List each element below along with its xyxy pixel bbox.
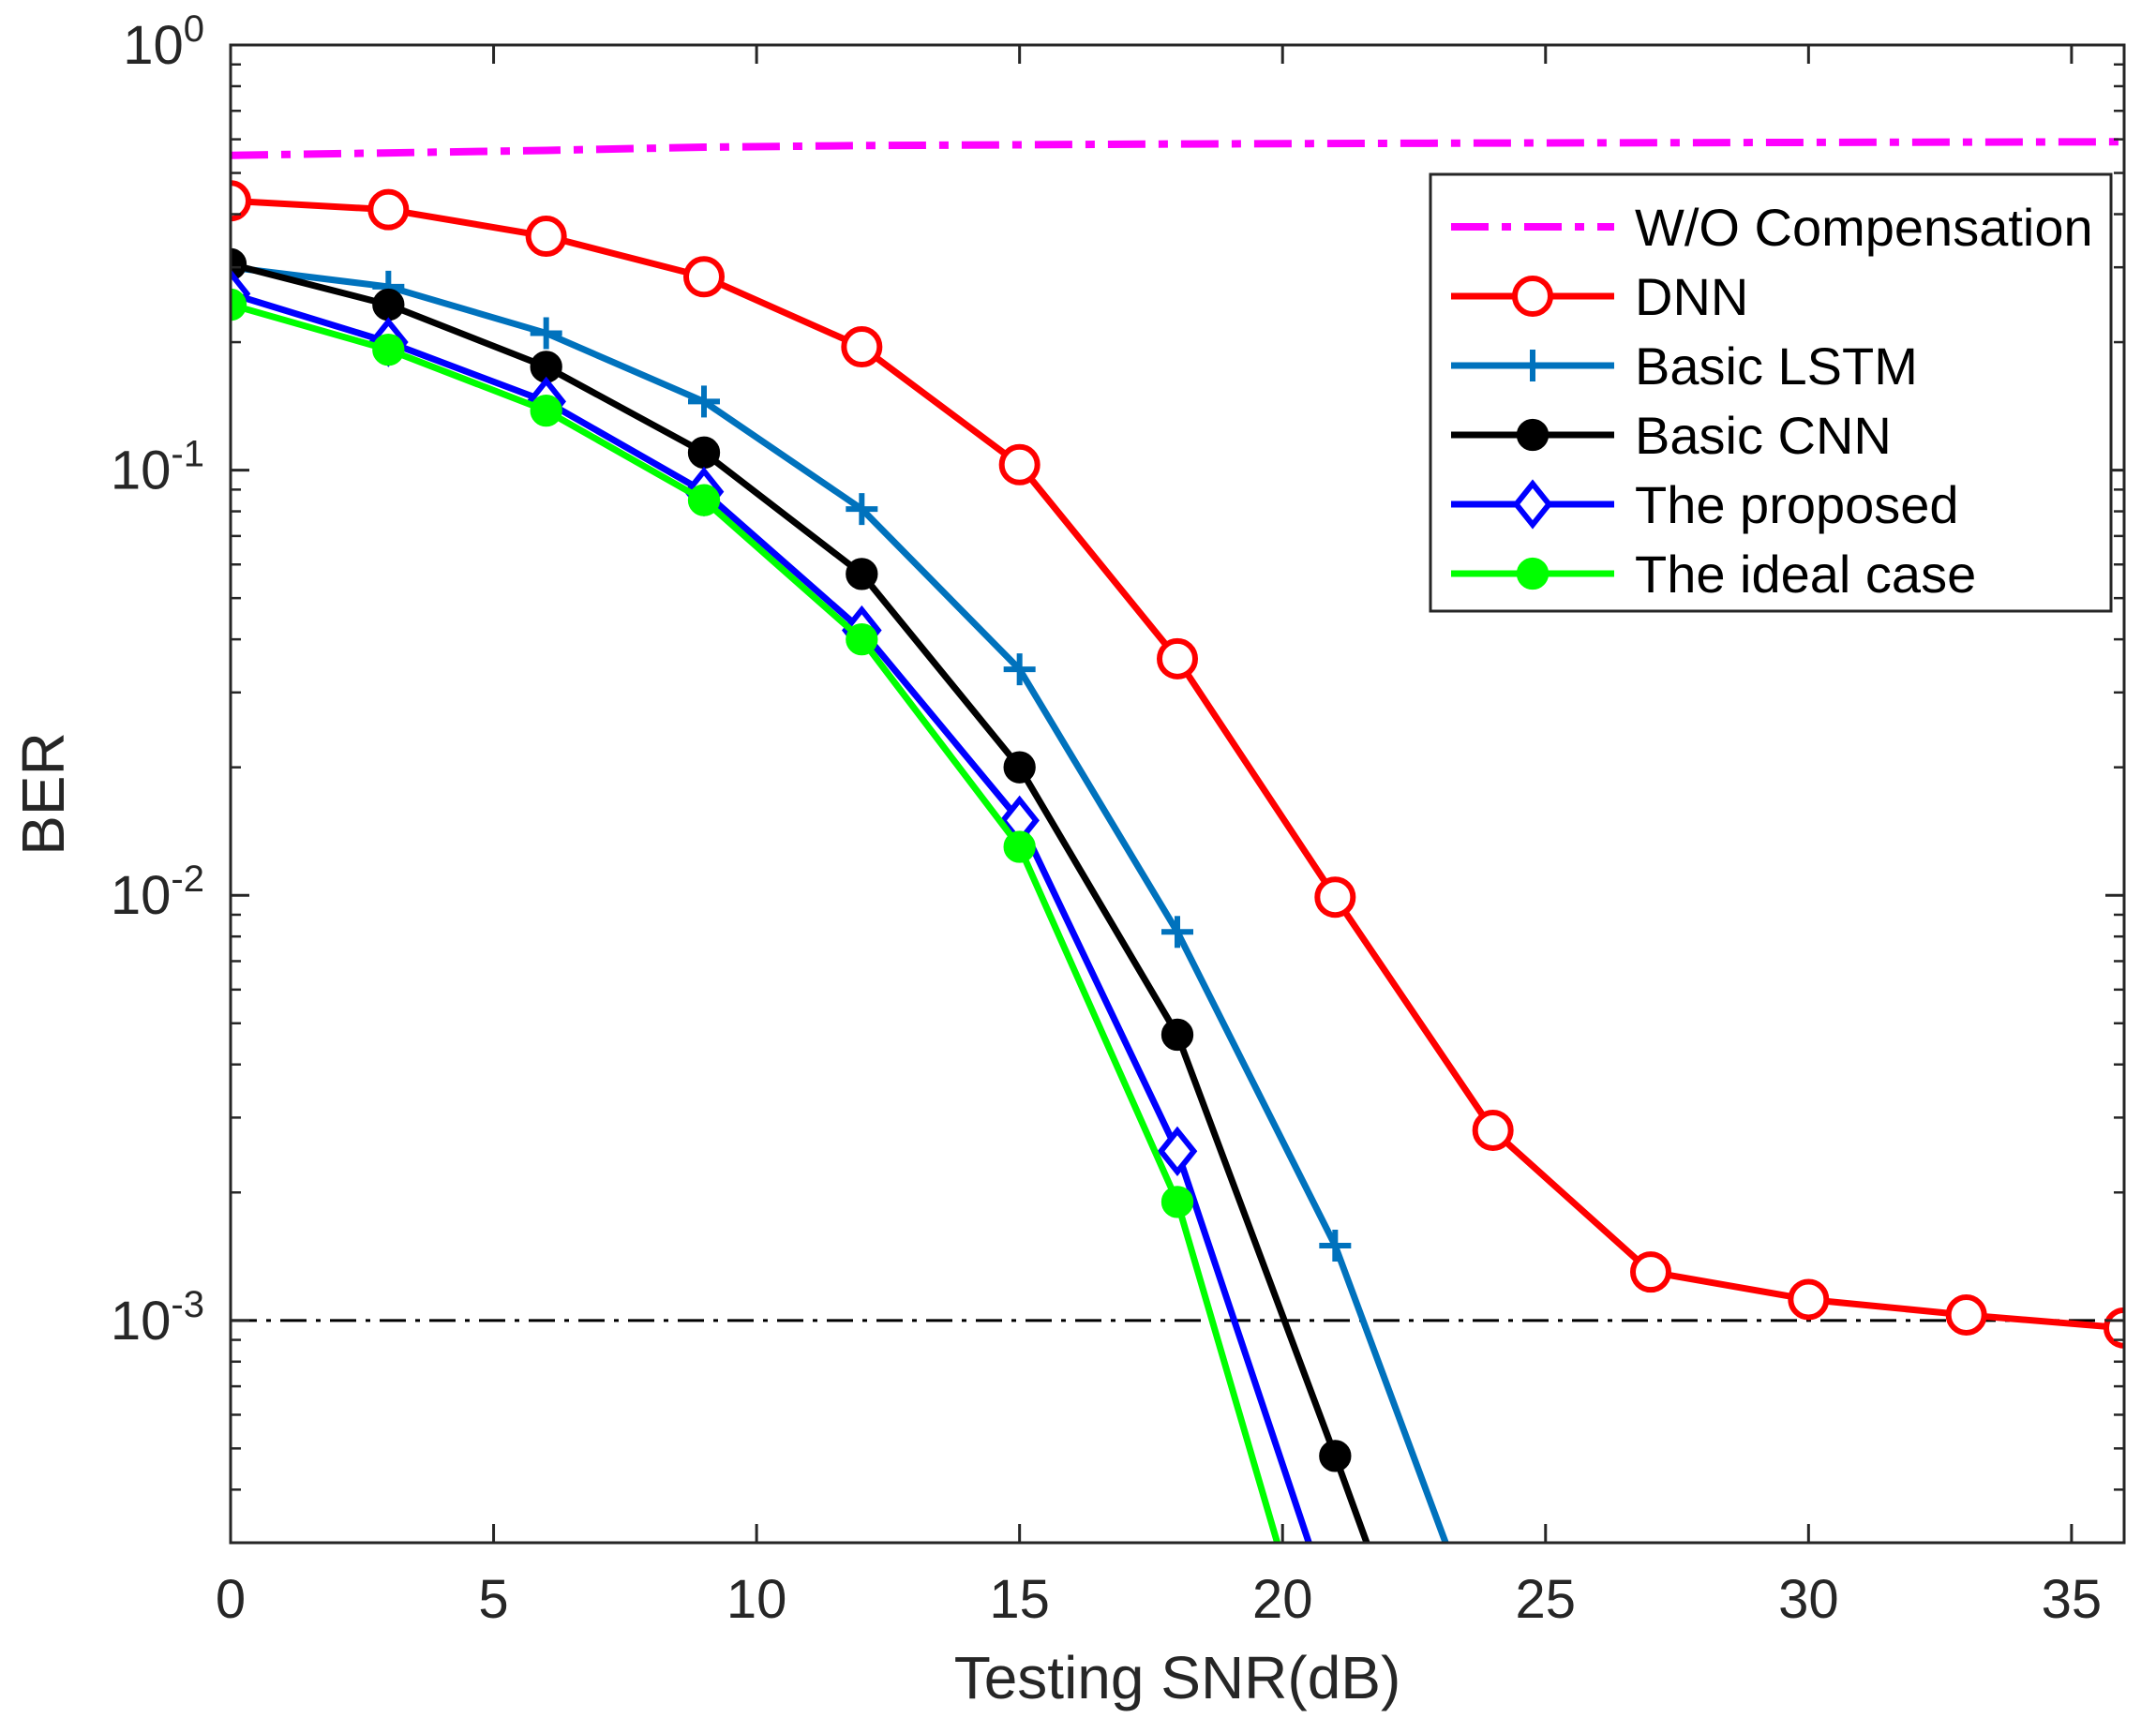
data-point	[1314, 876, 1356, 919]
legend: W/O Compensation DNN Basic LSTM Basic CNN Th…	[1429, 172, 2113, 613]
series-basic-lstm	[231, 251, 1449, 1543]
data-point	[846, 622, 878, 656]
legend-marker	[1516, 557, 1550, 590]
data-point	[998, 443, 1041, 486]
legend-label: The ideal case	[1635, 545, 1976, 604]
x-tick-label: 25	[1516, 1569, 1577, 1630]
series-line	[231, 291, 1312, 1543]
y-tick-exponent: 0	[184, 8, 204, 50]
data-point	[1945, 1293, 1987, 1336]
legend-item: DNN	[1451, 267, 1748, 326]
x-tick-label: 30	[1778, 1569, 1839, 1630]
y-tick-exponent: -2	[171, 859, 204, 900]
data-point	[683, 256, 725, 298]
plot-frame	[229, 43, 2126, 1545]
x-tick-label: 15	[989, 1569, 1050, 1630]
data-point	[1003, 653, 1036, 686]
data-point	[1003, 830, 1036, 863]
data-point	[1003, 751, 1036, 784]
x-tick-label: 0	[216, 1569, 246, 1630]
data-point	[1160, 1186, 1194, 1218]
data-point	[1472, 1109, 1514, 1151]
y-tick-label: 10-1	[111, 434, 204, 501]
data-point	[1157, 637, 1198, 680]
legend-label: W/O Compensation	[1635, 198, 2093, 257]
series-layer	[231, 138, 2124, 1543]
legend-label: DNN	[1635, 267, 1748, 326]
data-point	[530, 395, 562, 427]
x-tick-label: 20	[1252, 1569, 1313, 1630]
x-axis-label: Testing SNR(dB)	[954, 1644, 1401, 1711]
legend-box	[1429, 172, 2113, 613]
data-point	[372, 333, 405, 366]
y-tick-base: 10	[111, 865, 172, 926]
series-line	[231, 301, 1280, 1543]
data-point	[1319, 1440, 1352, 1472]
data-point	[525, 216, 567, 258]
data-point	[530, 317, 562, 350]
legend-item: Basic LSTM	[1451, 336, 1918, 396]
legend-label: Basic CNN	[1635, 406, 1892, 465]
data-point	[841, 326, 883, 368]
x-tick-label: 10	[726, 1569, 787, 1630]
data-point	[1160, 1018, 1194, 1052]
series-dnn	[231, 180, 2124, 1349]
data-point	[1161, 916, 1193, 949]
data-point	[1788, 1278, 1830, 1321]
legend-item: W/O Compensation	[1451, 198, 2093, 257]
y-axis-label: BER	[9, 732, 77, 856]
data-point	[687, 484, 721, 516]
y-tick-label: 10-2	[111, 859, 204, 926]
data-point	[687, 436, 721, 469]
legend-item: The proposed	[1451, 475, 1959, 534]
legend-item: Basic CNN	[1451, 406, 1892, 465]
data-point	[846, 558, 878, 590]
data-point	[1157, 1126, 1198, 1176]
legend-marker	[1512, 276, 1553, 317]
legend-marker	[1517, 350, 1549, 381]
legend-marker	[1512, 479, 1553, 530]
y-tick-exponent: -1	[171, 434, 204, 475]
y-tick-label: 100	[123, 8, 204, 76]
legend-marker	[1516, 418, 1550, 452]
y-tick-base: 10	[111, 441, 172, 501]
data-point	[1630, 1251, 1671, 1293]
legend-label: The proposed	[1635, 475, 1959, 534]
data-point	[367, 188, 410, 231]
data-point	[846, 493, 878, 526]
y-tick-label: 10-3	[111, 1284, 204, 1352]
y-tick-base: 10	[123, 15, 184, 76]
legend-item: The ideal case	[1451, 545, 1976, 604]
series-basic-cnn	[231, 247, 1370, 1543]
data-point	[688, 385, 720, 418]
series-w-o-compensation	[231, 138, 2124, 159]
x-tick-label: 5	[478, 1569, 508, 1630]
data-point	[1319, 1229, 1352, 1262]
y-tick-exponent: -3	[171, 1284, 204, 1325]
legend-label: Basic LSTM	[1635, 336, 1918, 396]
x-tick-label: 35	[2042, 1569, 2103, 1630]
series-line	[231, 138, 2124, 159]
data-point	[372, 288, 405, 321]
data-point	[231, 180, 251, 222]
y-tick-base: 10	[111, 1291, 172, 1352]
series-the-ideal-case	[231, 288, 1280, 1543]
